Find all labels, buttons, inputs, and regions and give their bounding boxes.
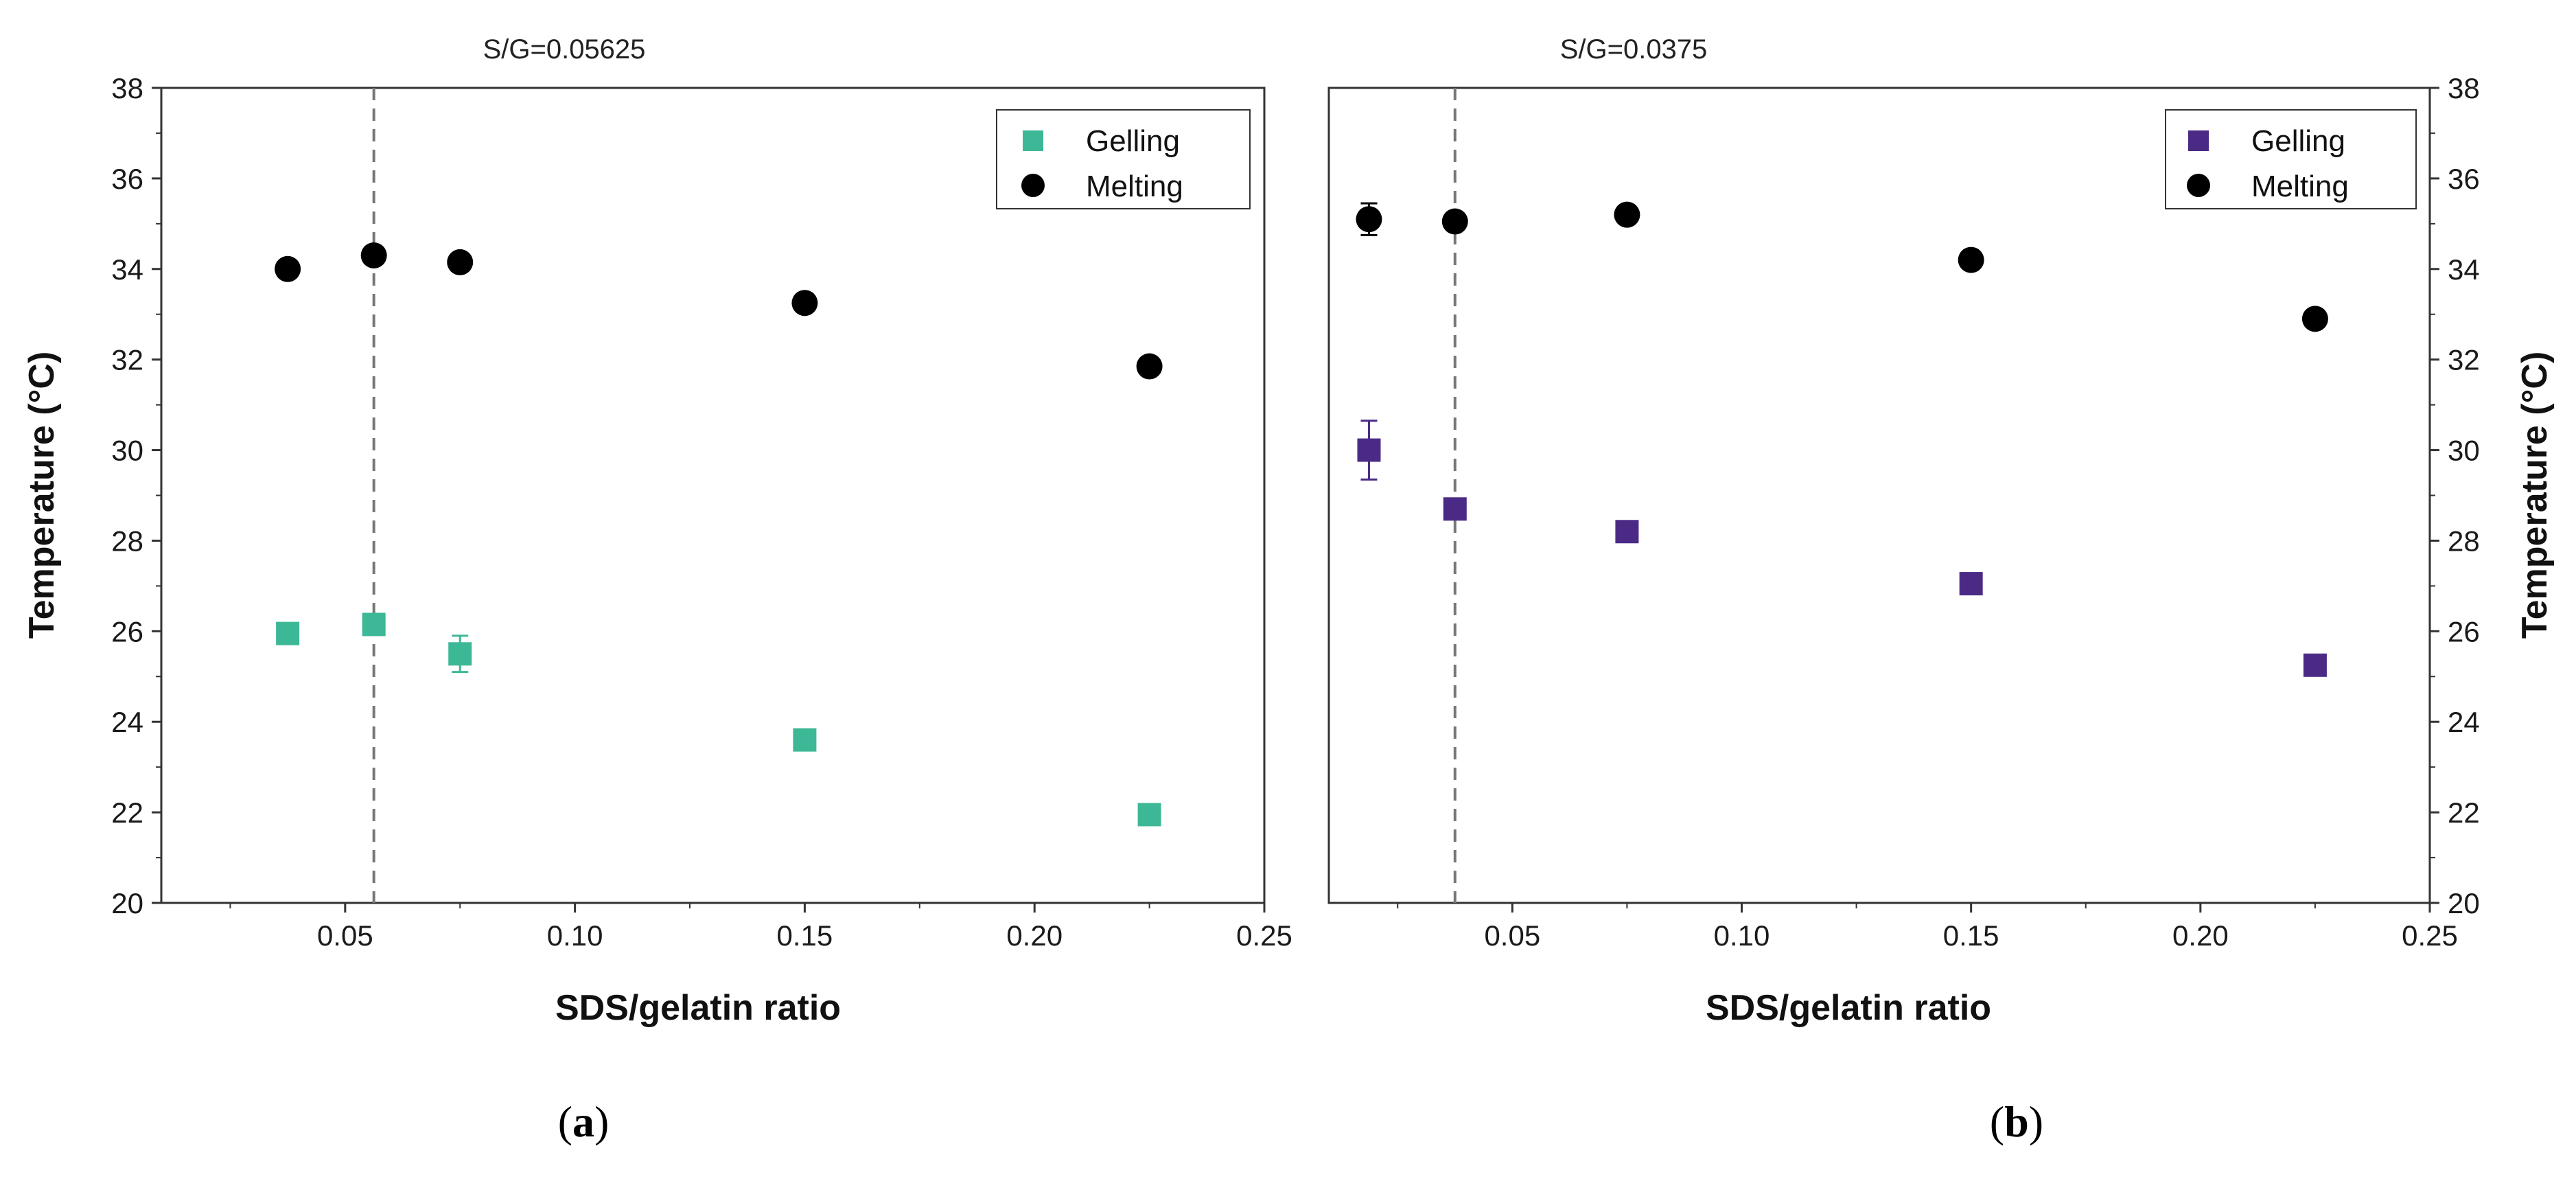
x-tick-label-b: 0.10 [1714, 919, 1770, 952]
legend-b: Gelling Melting [2165, 109, 2417, 209]
legend-melting-marker-b [2187, 174, 2210, 197]
y-tick-label-a: 28 [111, 525, 143, 557]
y-tick-label-b: 22 [2448, 796, 2480, 829]
point-melting-b [1356, 206, 1382, 233]
panel-label-a: (a) [558, 1097, 610, 1146]
point-gelling-b [2303, 653, 2327, 677]
annotation-text-a: S/G=0.05625 [483, 34, 646, 65]
y-axis-title-a: Temperature (°C) [22, 352, 62, 639]
point-gelling-a [448, 642, 472, 666]
point-melting-a [1136, 353, 1163, 380]
point-melting-b [2301, 306, 2328, 332]
plot-area-a: 0.05 0.10 0.15 0.20 0.25 20 22 24 26 28 30 32 34 36 38 [111, 72, 1292, 952]
y-tick-label-a: 36 [111, 163, 143, 195]
point-melting-b [1441, 208, 1468, 235]
x-axis-title-b: SDS/gelatin ratio [1706, 988, 1991, 1028]
legend-gelling-label-b: Gelling [2251, 124, 2345, 158]
x-tick-label-a: 0.20 [1006, 919, 1063, 952]
y-tick-label-a: 24 [111, 706, 143, 738]
point-melting-b [1958, 246, 1984, 273]
point-gelling-b [1615, 520, 1639, 544]
legend-melting-label-b: Melting [2251, 170, 2349, 203]
y-tick-label-b: 32 [2448, 344, 2480, 376]
point-gelling-a [1137, 803, 1161, 827]
y-tick-label-b: 26 [2448, 615, 2480, 647]
y-axis-title-b: Temperature (°C) [2515, 352, 2555, 639]
point-gelling-a [362, 612, 386, 637]
chart-panel-a: S/G=0.05625 0.05 0.10 0.15 0.20 0.25 20 22 24 26… [22, 34, 1292, 1146]
panel-label-b: (b) [1990, 1097, 2043, 1146]
point-gelling-b [1959, 572, 1983, 596]
y-tick-label-b: 20 [2448, 887, 2480, 919]
annotation-text-b: S/G=0.0375 [1560, 34, 1708, 65]
plot-frame-b [1327, 87, 2431, 904]
legend-a: Gelling Melting [996, 109, 1251, 209]
point-gelling-b [1357, 438, 1381, 462]
y-tick-label-a: 38 [111, 72, 143, 104]
point-melting-a [360, 242, 387, 268]
x-tick-label-b: 0.20 [2172, 919, 2229, 952]
y-tick-label-b: 30 [2448, 435, 2480, 467]
legend-gelling-label-a: Gelling [1086, 124, 1180, 158]
point-melting-a [791, 290, 818, 317]
point-melting-a [447, 249, 474, 275]
legend-melting-marker-a [1021, 174, 1045, 197]
point-melting-b [1614, 201, 1640, 228]
x-tick-label-b: 0.15 [1943, 919, 1999, 952]
y-tick-label-b: 34 [2448, 253, 2480, 286]
point-gelling-a [276, 621, 300, 645]
x-tick-label-a: 0.25 [1236, 919, 1292, 952]
x-tick-label-a: 0.15 [777, 919, 833, 952]
legend-melting-label-a: Melting [1086, 170, 1183, 203]
y-tick-label-a: 34 [111, 253, 143, 286]
y-tick-label-a: 22 [111, 796, 143, 829]
y-tick-label-a: 30 [111, 435, 143, 467]
y-tick-label-a: 26 [111, 615, 143, 647]
y-tick-label-b: 24 [2448, 706, 2480, 738]
y-tick-label-b: 36 [2448, 163, 2480, 195]
legend-gelling-marker-b [2188, 130, 2209, 151]
point-gelling-b [1443, 497, 1467, 521]
x-axis-title-a: SDS/gelatin ratio [555, 988, 841, 1028]
y-tick-label-b: 38 [2448, 72, 2480, 104]
y-tick-label-a: 20 [111, 887, 143, 919]
x-tick-label-a: 0.05 [317, 919, 373, 952]
y-tick-label-a: 32 [111, 344, 143, 376]
x-tick-label-b: 0.25 [2402, 919, 2458, 952]
y-tick-label-b: 28 [2448, 525, 2480, 557]
x-tick-label-a: 0.10 [547, 919, 603, 952]
legend-gelling-marker-a [1023, 130, 1043, 151]
plot-frame-a [160, 87, 1266, 904]
point-melting-a [275, 255, 301, 282]
x-tick-label-b: 0.05 [1484, 919, 1540, 952]
point-gelling-a [793, 728, 817, 752]
